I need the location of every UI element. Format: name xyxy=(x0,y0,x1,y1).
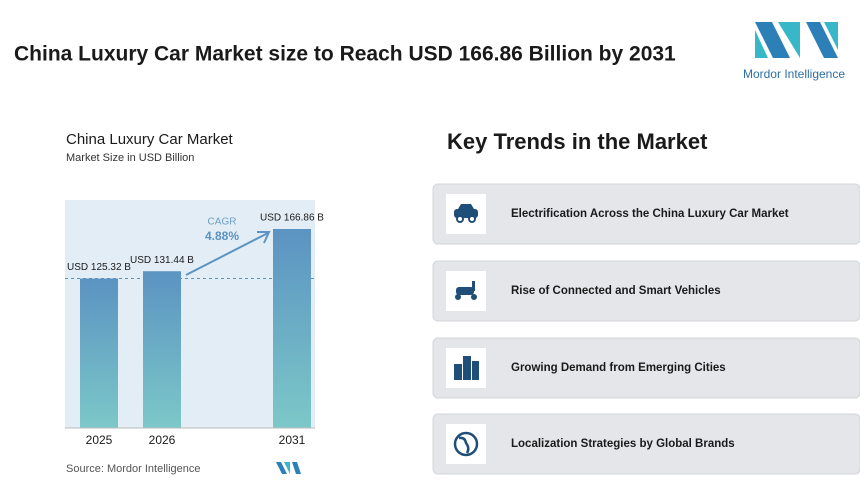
trend-text: Electrification Across the China Luxury … xyxy=(511,208,789,220)
logo: Mordor Intelligence xyxy=(743,22,845,81)
cagr-value: 4.88% xyxy=(205,229,239,243)
trend-icon xyxy=(446,271,486,311)
logo-text: Mordor Intelligence xyxy=(743,67,845,81)
trend-card xyxy=(432,260,860,322)
trend-icon xyxy=(446,194,486,234)
bar xyxy=(143,271,181,428)
trend-text: Localization Strategies by Global Brands xyxy=(511,438,735,450)
source-logo xyxy=(276,462,301,474)
trend-card xyxy=(432,337,860,399)
value-label: USD 125.32 B xyxy=(67,262,131,273)
chart-subtitle: Market Size in USD Billion xyxy=(66,152,194,164)
page-title: China Luxury Car Market size to Reach US… xyxy=(14,43,676,66)
source: Source: Mordor Intelligence xyxy=(66,463,201,475)
x-tick-label: 2026 xyxy=(149,433,176,447)
cagr-arrow xyxy=(185,231,271,276)
value-label: USD 166.86 B xyxy=(260,213,324,224)
chart-title: China Luxury Car Market xyxy=(66,131,234,148)
trends-title: Key Trends in the Market xyxy=(447,129,708,154)
trend-card xyxy=(432,183,860,245)
x-tick-label: 2025 xyxy=(86,433,113,447)
trend-icon xyxy=(446,424,486,464)
bar xyxy=(80,278,118,428)
trend-icon xyxy=(446,348,486,388)
trend-text: Rise of Connected and Smart Vehicles xyxy=(511,285,721,297)
bar xyxy=(273,229,311,428)
cagr-label: CAGR xyxy=(208,217,237,228)
trend-text: Growing Demand from Emerging Cities xyxy=(511,362,726,374)
value-label: USD 131.44 B xyxy=(130,255,194,266)
trend-card xyxy=(432,413,860,475)
x-tick-label: 2031 xyxy=(279,433,306,447)
